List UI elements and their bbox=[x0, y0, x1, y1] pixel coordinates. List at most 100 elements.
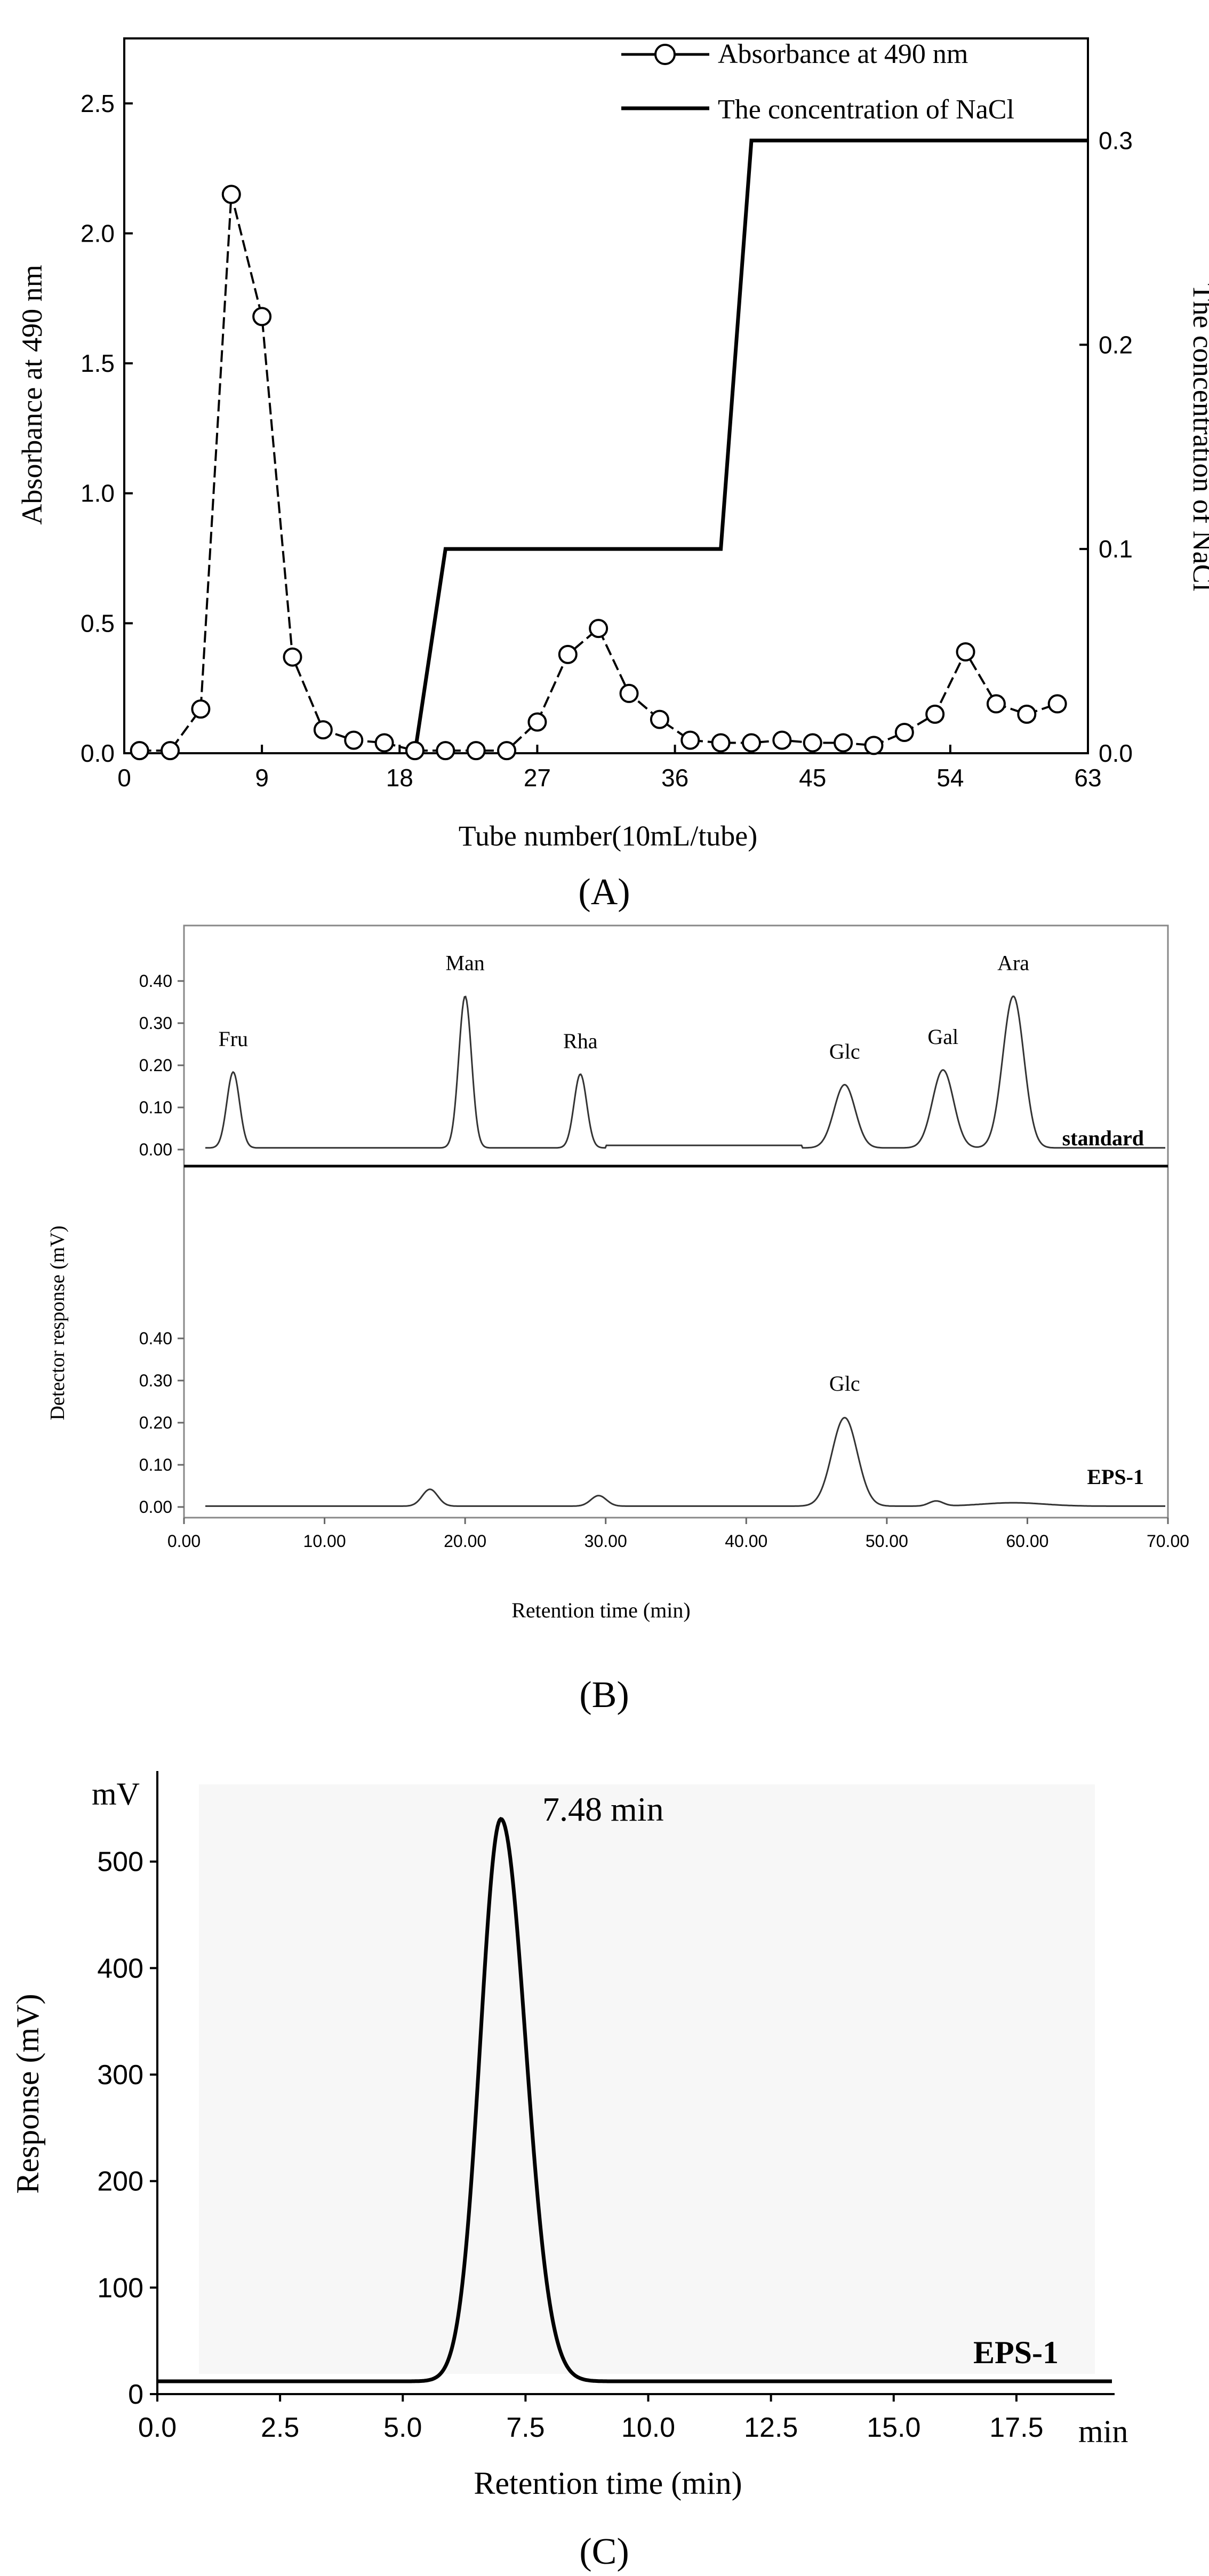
panel-b-chart: 0.00 10.00 20.00 30.00 40.00 50.00 60.00 70.00 0… bbox=[46, 924, 1189, 1716]
panel-b-series-label-eps1: EPS-1 bbox=[1087, 1465, 1144, 1489]
panel-a-absorbance-point bbox=[772, 730, 792, 750]
panel-a-absorbance-point bbox=[374, 733, 394, 753]
panel-b-ytick-label-standard: 0.20 bbox=[139, 1056, 172, 1075]
panel-c-x-unit: min bbox=[1078, 2414, 1128, 2449]
panel-a-ytick-label: 0.0 bbox=[81, 739, 115, 767]
panel-a-xtick-label: 27 bbox=[524, 764, 551, 792]
panel-a-absorbance-point bbox=[161, 741, 180, 761]
panel-a-ytick-label: 0.5 bbox=[81, 609, 115, 637]
panel-b-xtick-label: 50.00 bbox=[866, 1532, 908, 1551]
panel-c-xtick-label: 12.5 bbox=[744, 2412, 798, 2443]
panel-b-xlabel: Retention time (min) bbox=[511, 1598, 691, 1622]
panel-c-label: (C) bbox=[579, 2531, 629, 2572]
panel-c-ylabel: Response (mV) bbox=[10, 1994, 45, 2194]
panel-a-xtick-label: 45 bbox=[799, 764, 826, 792]
panel-a-absorbance-point bbox=[925, 704, 945, 724]
panel-c-y-unit: mV bbox=[92, 1776, 140, 1812]
panel-a-label: (A) bbox=[578, 872, 630, 913]
panel-c-trace bbox=[158, 1816, 1112, 2383]
panel-a-y2label: The concentration of NaCl bbox=[1187, 283, 1209, 591]
panel-b-trace-eps1 bbox=[205, 1417, 1165, 1507]
panel-b-peak-label-standard: Man bbox=[445, 951, 484, 975]
panel-b-xtick-label: 20.00 bbox=[444, 1532, 486, 1551]
panel-a-legend: Absorbance at 490 nm The concentration o… bbox=[621, 39, 1014, 125]
panel-a-absorbance-point bbox=[497, 741, 517, 761]
panel-b-peak-label-standard: Glc bbox=[829, 1040, 860, 1064]
panel-a-xtick-label: 63 bbox=[1074, 764, 1101, 792]
panel-b-ytick-label-eps1: 0.10 bbox=[139, 1455, 172, 1474]
panel-a-absorbance-point bbox=[834, 733, 853, 753]
panel-c-xtick-label: 15.0 bbox=[867, 2412, 920, 2443]
panel-c-series-label: EPS-1 bbox=[973, 2335, 1059, 2370]
panel-b-ytick-label-eps1: 0.20 bbox=[139, 1413, 172, 1432]
panel-b-ytick-label-standard: 0.00 bbox=[139, 1140, 172, 1159]
panel-a-absorbance-point bbox=[558, 644, 578, 664]
panel-a-xtick-label: 9 bbox=[255, 764, 269, 792]
panel-c-ticks: 0.0 2.5 5.0 7.5 10.0 12.5 15.0 17.5 0 100 200 300 40… bbox=[97, 1847, 1043, 2443]
panel-b-xtick-label: 30.00 bbox=[585, 1532, 627, 1551]
panel-b-peak-label-standard: Gal bbox=[927, 1025, 958, 1049]
panel-b-series: Fru Man Rha Glc Gal Ara Glc bbox=[205, 951, 1165, 1507]
panel-a-absorbance-point bbox=[956, 642, 975, 661]
panel-b-trace-standard bbox=[205, 995, 1165, 1149]
panel-c-plot-background bbox=[199, 1784, 1095, 2374]
panel-a-absorbance-point bbox=[680, 730, 700, 750]
panel-a-absorbance-point bbox=[466, 741, 486, 761]
panel-b-ytick-label-eps1: 0.40 bbox=[139, 1329, 172, 1348]
panel-a-absorbance-point bbox=[130, 741, 149, 761]
panel-a-absorbance-point bbox=[191, 699, 211, 719]
panel-b-ytick-label-eps1: 0.00 bbox=[139, 1497, 172, 1517]
panel-a-absorbance-point bbox=[252, 307, 272, 326]
panel-a-absorbance-point bbox=[741, 733, 761, 753]
panel-c-ytick-label: 300 bbox=[97, 2060, 143, 2091]
panel-a-series bbox=[130, 138, 1088, 761]
panel-c-series bbox=[158, 1816, 1112, 2383]
panel-b-ticks: 0.00 10.00 20.00 30.00 40.00 50.00 60.00 70.00 0… bbox=[139, 971, 1189, 1551]
panel-b-frame bbox=[183, 924, 1169, 1519]
panel-a-absorbance-point bbox=[986, 694, 1006, 714]
panel-c-peak-annotation: 7.48 min bbox=[542, 1790, 664, 1828]
panel-a-absorbance-point bbox=[313, 720, 333, 740]
panel-a-absorbance-point bbox=[711, 733, 731, 753]
panel-a-xtick-label: 18 bbox=[386, 764, 413, 792]
panel-b-xtick-label: 70.00 bbox=[1147, 1532, 1189, 1551]
panel-b-label: (B) bbox=[579, 1674, 629, 1716]
panel-c-ytick-label: 0 bbox=[128, 2379, 143, 2410]
panel-a-y2tick-label: 0.2 bbox=[1099, 331, 1133, 358]
panel-c-chart: 0.0 2.5 5.0 7.5 10.0 12.5 15.0 17.5 0 100 200 300 40… bbox=[10, 1771, 1128, 2572]
panel-b-peak-label-standard: Ara bbox=[997, 951, 1029, 975]
panel-c-axes bbox=[156, 1771, 1115, 2395]
panel-c-xtick-label: 7.5 bbox=[506, 2412, 545, 2443]
panel-c-ytick-label: 200 bbox=[97, 2166, 143, 2197]
panel-a-absorbance-point bbox=[589, 619, 608, 639]
panel-b-ytick-label-standard: 0.10 bbox=[139, 1098, 172, 1117]
panel-a-absorbance-point bbox=[221, 185, 241, 204]
panel-a-absorbance-point bbox=[803, 733, 822, 753]
panel-b-xtick-label: 10.00 bbox=[303, 1532, 346, 1551]
panel-a-ytick-label: 2.0 bbox=[81, 219, 115, 247]
panel-c-xtick-label: 0.0 bbox=[138, 2412, 177, 2443]
panel-c-ytick-label: 100 bbox=[97, 2272, 143, 2303]
panel-a-xtick-label: 36 bbox=[661, 764, 688, 792]
panel-b-peak-label-standard: Rha bbox=[563, 1029, 598, 1053]
panel-a-axes bbox=[123, 37, 1089, 754]
panel-b-series-label-standard: standard bbox=[1062, 1126, 1144, 1150]
panel-a-absorbance-point bbox=[894, 723, 914, 743]
panel-a-xtick-label: 0 bbox=[117, 764, 131, 792]
panel-a-absorbance-point bbox=[527, 712, 547, 732]
panel-b-ytick-label-standard: 0.30 bbox=[139, 1014, 172, 1033]
panel-a-y2tick-label: 0.3 bbox=[1099, 126, 1133, 154]
panel-a-absorbance-point bbox=[436, 741, 455, 761]
panel-a-absorbance-point bbox=[650, 709, 669, 729]
panel-b-ytick-label-standard: 0.40 bbox=[139, 971, 172, 991]
panel-a-xtick-label: 54 bbox=[936, 764, 964, 792]
panel-c-ytick-label: 400 bbox=[97, 1953, 143, 1984]
panel-c-xlabel: Retention time (min) bbox=[474, 2466, 742, 2501]
panel-a-absorbance-point bbox=[864, 736, 884, 755]
panel-a-ytick-label: 1.0 bbox=[81, 480, 115, 507]
panel-a-absorbance-point bbox=[405, 741, 425, 761]
panel-c-xtick-label: 10.0 bbox=[621, 2412, 675, 2443]
panel-b-ytick-label-eps1: 0.30 bbox=[139, 1371, 172, 1390]
panel-b-axes bbox=[183, 924, 1169, 1519]
